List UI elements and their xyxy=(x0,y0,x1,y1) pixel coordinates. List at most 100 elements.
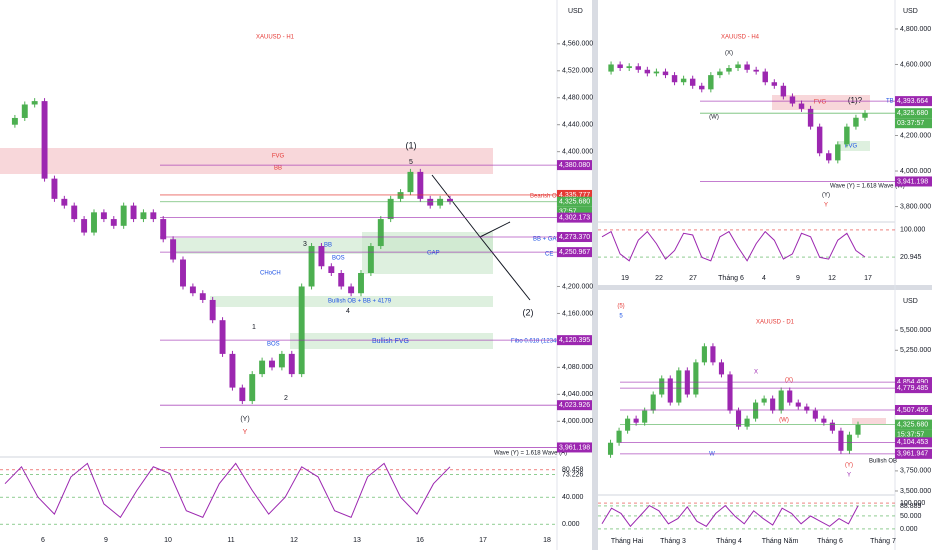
candle xyxy=(717,71,723,76)
label: BOS xyxy=(332,256,345,262)
y-tick-label: 3,500.000 xyxy=(900,488,931,495)
price-tag-label: 4,104.453 xyxy=(897,439,928,446)
time-label: 13 xyxy=(353,537,361,544)
candle xyxy=(41,101,48,179)
y-tick-label: 3,800.000 xyxy=(900,203,931,210)
candle xyxy=(699,85,705,90)
price-tag xyxy=(557,212,592,223)
currency: USD xyxy=(903,298,918,305)
candle xyxy=(61,198,68,206)
candle xyxy=(689,78,696,86)
candle xyxy=(239,387,246,402)
y-tick-label: 4,520.000 xyxy=(562,68,593,75)
label: BB + GAP xyxy=(533,237,561,243)
candle xyxy=(407,171,414,193)
candle xyxy=(51,178,58,199)
candle xyxy=(835,144,841,161)
bullish-fvg-zone xyxy=(290,333,493,349)
time-label: 22 xyxy=(655,275,663,282)
candle xyxy=(635,66,641,70)
candle xyxy=(437,198,444,206)
candle xyxy=(855,424,861,435)
candle xyxy=(219,320,226,354)
candle xyxy=(816,126,823,154)
oscillator-line xyxy=(601,504,859,528)
time-label: 9 xyxy=(796,275,800,282)
candle xyxy=(259,360,266,375)
candle xyxy=(653,71,660,74)
candle xyxy=(91,212,97,233)
osc-tick-label: 100.000 xyxy=(900,500,925,507)
candle xyxy=(644,69,651,74)
candle xyxy=(170,239,177,260)
label: 4 xyxy=(346,308,350,315)
osc-tick-label: 73.226 xyxy=(562,472,584,479)
y-tick-label: 4,600.000 xyxy=(900,61,931,68)
label: (W) xyxy=(779,418,789,424)
countdown-tag xyxy=(895,429,932,440)
candle xyxy=(387,198,394,220)
price-tag xyxy=(557,189,592,200)
candle xyxy=(735,410,742,427)
candle xyxy=(11,117,18,125)
time-label: 12 xyxy=(828,275,836,282)
label: Bullish OB xyxy=(869,459,897,465)
time-label: Tháng Hai xyxy=(611,538,644,545)
label: (Y) xyxy=(240,416,249,423)
candle xyxy=(671,75,678,83)
candle xyxy=(180,259,186,287)
chart-title: XAUUSD - D1 xyxy=(756,320,795,326)
candle xyxy=(447,198,453,202)
y-tick-label: 4,200.000 xyxy=(900,132,931,139)
label: Y xyxy=(243,429,248,436)
price-tag-label: 4,325.680 xyxy=(897,110,928,117)
y-tick-label: 4,800.000 xyxy=(900,26,931,33)
label: CHoCH xyxy=(260,271,281,277)
y-tick-label: 4,480.000 xyxy=(562,95,593,102)
price-tag-label: 4,335.777 xyxy=(559,192,590,199)
candle xyxy=(608,64,614,72)
price-tag xyxy=(895,437,932,448)
annotations: FVG BB (1) 5 Bearish OB BB + GAP CE BB G… xyxy=(240,140,567,456)
candle xyxy=(735,64,741,69)
candle xyxy=(744,418,750,427)
price-tag-label: 4,250.967 xyxy=(559,249,590,256)
price-tag xyxy=(557,442,592,453)
candle xyxy=(753,69,759,72)
price-tag-label: 3,961.198 xyxy=(559,444,590,451)
candle xyxy=(607,442,614,455)
candle xyxy=(642,410,648,423)
time-label: 27 xyxy=(689,275,697,282)
price-tag-label: 4,325.680 xyxy=(897,421,928,428)
h4-pane xyxy=(598,0,932,285)
candle xyxy=(693,362,699,395)
countdown: 15:37:57 xyxy=(897,431,924,438)
countdown-tag xyxy=(557,206,592,217)
label: (X) xyxy=(785,378,793,384)
price-tag-label: 4,273.370 xyxy=(559,234,590,241)
label: Bearish OB xyxy=(530,194,561,200)
label: (Y) xyxy=(845,463,853,469)
y-tick-label: 4,000.000 xyxy=(562,418,593,425)
candle xyxy=(680,78,687,83)
price-tag-label: 4,779.485 xyxy=(897,385,928,392)
candle xyxy=(617,64,623,69)
price-tag xyxy=(557,400,592,411)
candle xyxy=(798,103,805,109)
price-tag xyxy=(895,404,932,415)
y-tick-label: 4,080.000 xyxy=(562,364,593,371)
label: (1)? xyxy=(848,96,863,105)
oscillator-line xyxy=(4,462,451,519)
candle xyxy=(633,418,639,423)
candle xyxy=(140,212,147,220)
price-tag-label: 4,120.395 xyxy=(559,337,590,344)
y-tick-label: 4,560.000 xyxy=(562,41,593,48)
price-tag-label: 4,380.080 xyxy=(559,162,590,169)
price-tag xyxy=(557,196,592,207)
time-label: 18 xyxy=(543,537,551,544)
candle xyxy=(701,346,707,363)
price-tag-label: 3,941.198 xyxy=(897,178,928,185)
y-tick-label: 5,500.000 xyxy=(900,327,931,334)
